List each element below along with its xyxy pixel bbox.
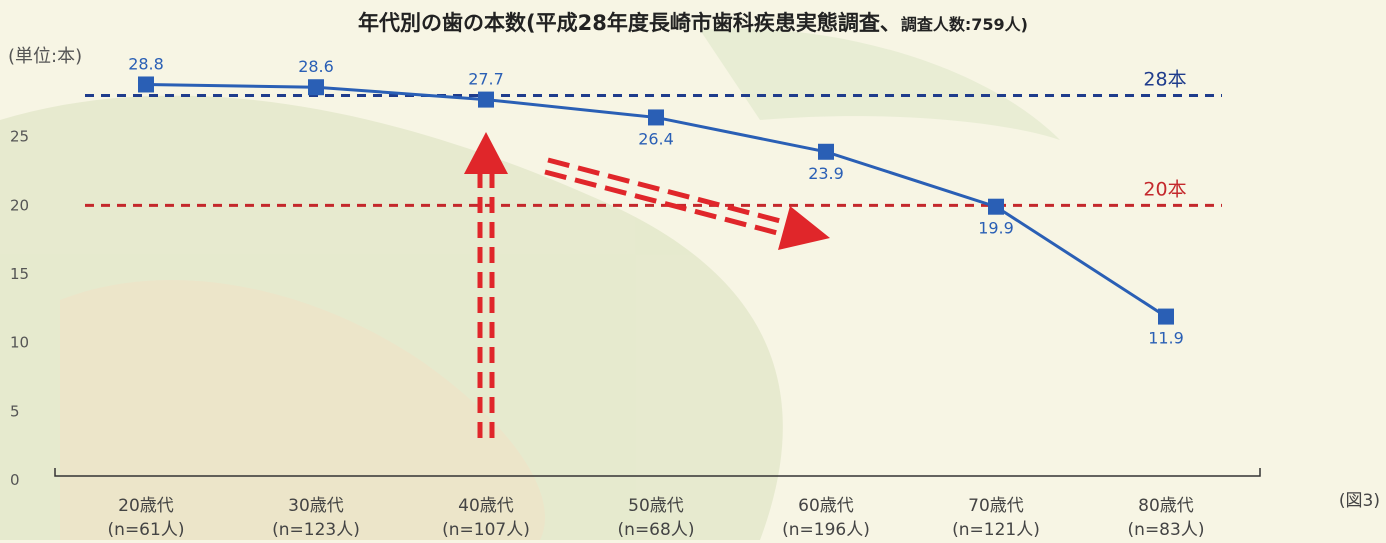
x-axis: 20歳代 (n=61人) 30歳代 (n=123人) 40歳代 (n=107人) 50歳代 (… bbox=[54, 468, 1261, 540]
x-tick-label: 50歳代 bbox=[628, 496, 684, 516]
x-tick-label: 60歳代 bbox=[798, 496, 854, 516]
data-label: 11.9 bbox=[1148, 329, 1184, 348]
x-tick-label: 30歳代 bbox=[288, 496, 344, 516]
y-tick-label: 20 bbox=[10, 196, 29, 214]
data-label: 28.8 bbox=[128, 54, 164, 73]
reference-lines: 28本 20本 bbox=[85, 68, 1222, 207]
data-label: 27.7 bbox=[468, 70, 504, 89]
emphasis-arrows bbox=[464, 132, 830, 438]
x-tick-label: 70歳代 bbox=[968, 496, 1024, 516]
x-tick-sample-size: (n=68人) bbox=[618, 520, 695, 540]
chart-title: 年代別の歯の本数(平成28年度長崎市歯科疾患実態調査、調査人数:759人) bbox=[358, 11, 1028, 35]
y-tick-label: 0 bbox=[10, 471, 20, 489]
y-tick-label: 10 bbox=[10, 334, 29, 352]
x-tick-sample-size: (n=61人) bbox=[108, 520, 185, 540]
data-label: 23.9 bbox=[808, 164, 844, 183]
chart-title-main: 年代別の歯の本数(平成28年度長崎市歯科疾患実態調査、 bbox=[358, 11, 901, 35]
y-tick-label: 25 bbox=[10, 128, 29, 146]
x-tick-label: 80歳代 bbox=[1138, 496, 1194, 516]
data-point bbox=[308, 79, 324, 96]
x-tick-sample-size: (n=196人) bbox=[782, 520, 870, 540]
data-label: 19.9 bbox=[978, 219, 1014, 238]
figure-label: (図3) bbox=[1339, 491, 1380, 511]
reference-line-label: 20本 bbox=[1143, 178, 1186, 200]
data-label: 26.4 bbox=[638, 129, 674, 148]
y-tick-label: 15 bbox=[10, 265, 29, 283]
unit-label: (単位:本) bbox=[8, 46, 82, 67]
chart-title-small: 調査人数:759人) bbox=[901, 15, 1028, 34]
x-tick-sample-size: (n=121人) bbox=[952, 520, 1040, 540]
vertical-arrow bbox=[464, 132, 508, 438]
x-tick-sample-size: (n=107人) bbox=[442, 520, 530, 540]
data-point bbox=[818, 143, 834, 160]
x-tick-sample-size: (n=123人) bbox=[272, 520, 360, 540]
data-point bbox=[648, 109, 664, 126]
x-tick-label: 20歳代 bbox=[118, 496, 174, 516]
data-point bbox=[1158, 308, 1174, 325]
data-point bbox=[138, 76, 154, 93]
diagonal-arrow bbox=[544, 157, 830, 250]
x-tick-sample-size: (n=83人) bbox=[1128, 520, 1205, 540]
data-point bbox=[478, 91, 494, 108]
reference-line-label: 28本 bbox=[1143, 68, 1186, 90]
x-axis-line bbox=[54, 468, 1261, 477]
data-label: 28.6 bbox=[298, 57, 334, 76]
y-tick-label: 5 bbox=[10, 402, 20, 420]
series-line-group: 28.8 28.6 27.7 26.4 23.9 19.9 11.9 bbox=[128, 54, 1184, 347]
y-axis-ticks: 0 5 10 15 20 25 bbox=[10, 128, 29, 489]
data-point bbox=[988, 198, 1004, 215]
x-tick-label: 40歳代 bbox=[458, 496, 514, 516]
